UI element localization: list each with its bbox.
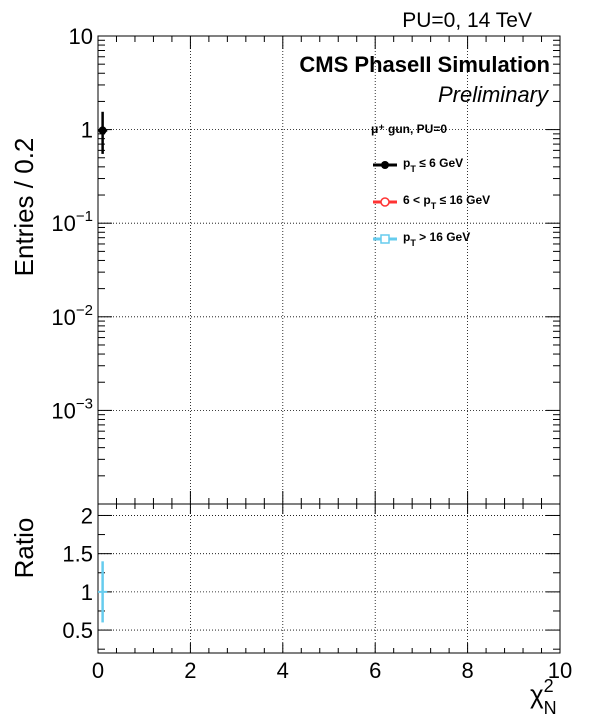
- main-grid: [98, 36, 560, 504]
- legend-entry: 6 < pT ≤ 16 GeV: [373, 193, 490, 211]
- ratio-y-tick-label: 2: [81, 503, 93, 528]
- main-y-tick-label: 1: [81, 118, 93, 143]
- x-tick-label: 0: [92, 658, 104, 683]
- main-y-tick-label: 10−3: [51, 395, 93, 423]
- ratio-plot-frame: [97, 503, 561, 654]
- ratio-data-marks: [98, 561, 108, 623]
- ratio-ticks: [97, 504, 561, 653]
- legend-label: pT ≤ 6 GeV: [403, 156, 463, 174]
- main-y-tick-label: 10−1: [51, 208, 93, 236]
- legend-marker: [380, 197, 390, 207]
- legend-entry: pT > 16 GeV: [373, 230, 470, 248]
- main-plot-panel: 10 1 10−1 10−2 10−3 CMS PhaseII Simulation P…: [9, 24, 561, 505]
- main-data-point: [98, 126, 107, 135]
- legend-marker: [381, 161, 389, 169]
- x-tick-label: 2: [184, 658, 196, 683]
- ratio-plot-panel: 0.5 1 1.5 2 0 2 4 6 8 10 Ratio χ2 N: [9, 503, 572, 718]
- x-tick-label: 10: [548, 658, 572, 683]
- main-ticks: [97, 36, 561, 505]
- legend-label: pT > 16 GeV: [403, 230, 470, 248]
- x-tick-labels: 0 2 4 6 8 10: [92, 658, 572, 683]
- legend: pT ≤ 6 GeV 6 < pT ≤ 16 GeV pT > 16 GeV: [373, 156, 490, 248]
- x-tick-label: 8: [461, 658, 473, 683]
- legend-marker: [380, 234, 390, 244]
- main-data-marks: [98, 111, 108, 154]
- preliminary-label: Preliminary: [438, 82, 550, 107]
- ratio-y-tick-label: 1: [81, 580, 93, 605]
- cms-label: CMS PhaseII Simulation: [299, 52, 550, 77]
- ratio-y-tick-labels: 0.5 1 1.5 2: [62, 503, 93, 643]
- legend-label: 6 < pT ≤ 16 GeV: [403, 193, 490, 211]
- main-y-tick-label: 10−2: [51, 302, 93, 330]
- ratio-y-axis-label: Ratio: [9, 518, 39, 579]
- main-y-tick-label: 10: [69, 24, 93, 49]
- header-label: PU=0, 14 TeV: [402, 9, 532, 32]
- main-y-axis-label: Entries / 0.2: [9, 138, 39, 277]
- legend-header: μ⁺ gun, PU=0: [371, 122, 447, 136]
- x-axis-label: χ2 N: [530, 676, 557, 718]
- legend-entry: pT ≤ 6 GeV: [373, 156, 463, 174]
- ratio-y-tick-label: 1.5: [62, 542, 93, 567]
- x-tick-label: 6: [369, 658, 381, 683]
- main-y-tick-labels: 10 1 10−1 10−2 10−3: [51, 24, 93, 423]
- ratio-y-tick-label: 0.5: [62, 618, 93, 643]
- ratio-grid: [98, 504, 560, 653]
- x-tick-label: 4: [277, 658, 289, 683]
